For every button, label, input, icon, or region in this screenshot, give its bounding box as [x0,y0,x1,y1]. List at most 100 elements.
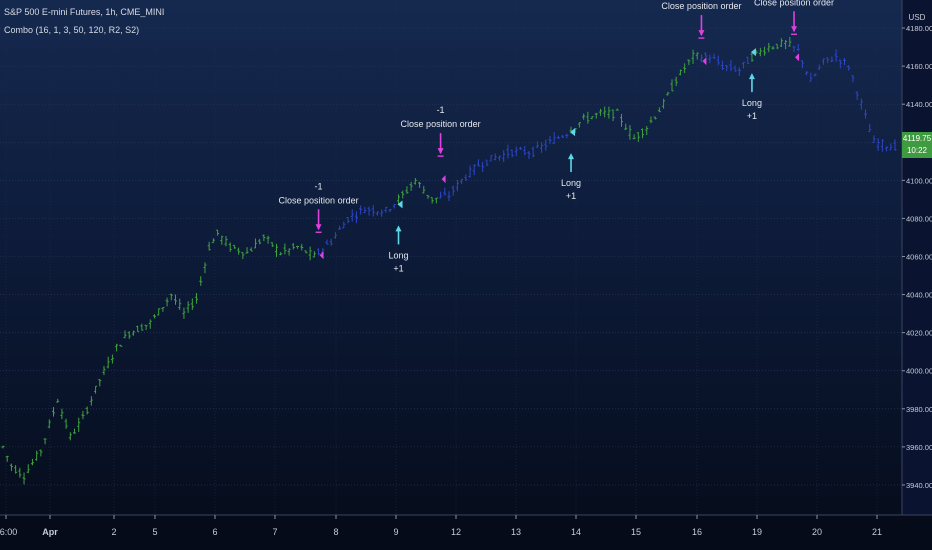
ohlc-bar [148,319,152,329]
ohlc-bar [451,185,455,196]
exit-marker-icon [795,53,800,62]
exit-marker-icon [441,175,446,184]
ohlc-bar [397,194,401,204]
time-tick-label: 20 [812,527,822,537]
ohlc-bar [308,246,312,261]
ohlc-bar [725,64,729,72]
ohlc-bar [115,343,119,352]
ohlc-bar [880,139,884,152]
ohlc-bar [876,138,880,151]
ohlc-bar [476,159,480,167]
ohlc-bar [792,46,796,53]
ohlc-bar [401,190,405,199]
ohlc-bar [291,242,295,250]
time-tick-label: 7 [272,527,277,537]
ohlc-bar [392,203,396,209]
ohlc-bar [203,262,207,274]
ohlc-bar [624,123,628,130]
ohlc-bar [784,39,788,50]
strategy-signals: Close position order -1 Long +1 Close positi… [279,0,834,273]
price-tick-label: 4160.00 [906,62,932,71]
ohlc-bar [670,79,674,92]
ohlc-bar [85,406,89,415]
ohlc-bar [81,410,85,420]
ohlc-bar [817,64,821,70]
ohlc-bar [742,61,746,69]
time-tick-label: 6 [212,527,217,537]
ohlc-bar [859,98,863,110]
ohlc-bar [342,221,346,229]
ohlc-bar [1,445,5,449]
ohlc-bar [674,76,678,87]
ohlc-bar [228,242,232,252]
close-arrow-icon [315,224,322,231]
time-tick-label: 19 [752,527,762,537]
ohlc-bar [22,472,26,485]
ohlc-bar [131,330,135,336]
ohlc-bar [35,450,39,461]
ohlc-bar [207,241,211,251]
ohlc-bar [237,247,241,255]
ohlc-bar [371,205,375,217]
price-tick-label: 4060.00 [906,253,932,262]
ohlc-bar [838,59,842,69]
ohlc-bar [885,146,889,152]
ohlc-bar [426,194,430,199]
signal-label-bottom: +1 [566,191,576,201]
price-tick-label: 4080.00 [906,214,932,223]
indicator-legend[interactable]: Combo (16, 1, 3, 50, 120, R2, S2) [4,25,140,35]
symbol-title[interactable]: S&P 500 E-mini Futures, 1h, CME_MINI [4,7,165,17]
ohlc-bar [645,126,649,136]
ohlc-bar [110,354,114,364]
ohlc-bar [830,56,834,62]
ohlc-bar [9,463,13,472]
ohlc-bar [653,116,657,120]
signal-label-top: Long [388,250,408,260]
ohlc-bar [540,142,544,153]
ohlc-bar [805,71,809,76]
ohlc-bar [847,65,851,71]
ohlc-bar [333,232,337,239]
ohlc-bar [678,69,682,76]
ohlc-bar [611,109,615,122]
ohlc-bar [704,52,708,57]
ohlc-bar [434,197,438,204]
ohlc-bar [152,314,156,319]
price-tick-label: 4020.00 [906,329,932,338]
time-tick-label: 8 [333,527,338,537]
ohlc-bar [527,150,531,159]
ohlc-bar [657,107,661,113]
ohlc-bar [367,206,371,216]
ohlc-bar [354,211,358,224]
ohlc-bar [767,42,771,53]
ohlc-bar [615,108,619,111]
ohlc-bar [666,91,670,96]
price-tick-label: 4040.00 [906,291,932,300]
ohlc-bar [447,191,451,202]
ohlc-bar [178,298,182,310]
ohlc-bar [169,293,173,301]
long-arrow-icon [568,153,575,160]
ohlc-bar [262,234,266,242]
ohlc-bar [195,292,199,304]
ohlc-bar [712,53,716,59]
ohlc-bar [544,139,548,151]
ohlc-bar [699,54,703,63]
ohlc-bar [708,54,712,64]
ohlc-bar [413,177,417,185]
price-tick-label: 4100.00 [906,176,932,185]
ohlc-bar [325,239,329,245]
ohlc-bar [94,385,98,394]
ohlc-bar [763,46,767,56]
ohlc-bar [510,149,514,158]
ohlc-bar [535,141,539,149]
ohlc-bar [556,135,560,139]
ohlc-bar [758,47,762,57]
ohlc-bar [39,449,43,457]
ohlc-bar [144,324,148,331]
ohlc-bar [497,155,501,161]
time-tick-label: 2 [111,527,116,537]
